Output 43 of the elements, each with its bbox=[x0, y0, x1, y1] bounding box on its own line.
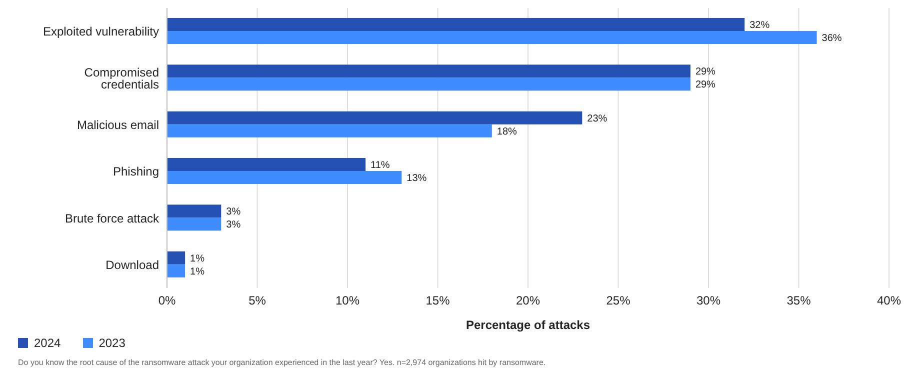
x-tick-label: 15% bbox=[426, 294, 450, 308]
x-tick-label: 0% bbox=[158, 294, 176, 308]
y-tick-label: Brute force attack bbox=[64, 211, 160, 226]
bar bbox=[167, 204, 222, 218]
bar bbox=[167, 78, 690, 91]
bar bbox=[167, 31, 817, 44]
bar bbox=[167, 111, 582, 124]
x-tick-label: 10% bbox=[335, 294, 360, 308]
y-tick-label: Phishing bbox=[112, 164, 159, 179]
bar bbox=[167, 64, 690, 78]
data-label: 11% bbox=[370, 160, 390, 172]
bar bbox=[167, 218, 222, 231]
data-label: 29% bbox=[695, 80, 716, 91]
y-tick-label: Malicious email bbox=[76, 118, 159, 132]
bar bbox=[167, 264, 186, 278]
data-label: 3% bbox=[226, 206, 241, 218]
x-tick-label: 20% bbox=[516, 294, 540, 308]
x-tick-label: 25% bbox=[606, 294, 631, 308]
data-label: 3% bbox=[226, 220, 241, 231]
x-axis-title: Percentage of attacks bbox=[464, 318, 592, 332]
x-tick-label: 40% bbox=[876, 294, 902, 308]
data-label: 13% bbox=[406, 173, 427, 184]
bar bbox=[167, 251, 186, 264]
data-label: 18% bbox=[496, 126, 518, 138]
y-tick-label: Compromised credentials bbox=[84, 65, 159, 92]
x-tick-label: 30% bbox=[696, 294, 721, 308]
text: Do you know the root cause of the ransomware attack your organization experienced in the last year? Yes. n=2,974 organizations hit by ransomware. bbox=[17, 358, 547, 367]
legend-label: 2024 bbox=[33, 336, 61, 350]
data-label: 29% bbox=[695, 66, 716, 78]
data-label: 1% bbox=[190, 253, 205, 264]
bar bbox=[167, 124, 492, 138]
legend-label: 2023 bbox=[98, 336, 126, 350]
x-tick-label: 5% bbox=[248, 294, 266, 308]
data-label: 32% bbox=[750, 20, 770, 32]
data-label: 1% bbox=[190, 266, 205, 278]
y-tick-label: Exploited vulnerability bbox=[42, 24, 159, 39]
bar bbox=[167, 18, 745, 31]
data-label: 23% bbox=[587, 113, 608, 124]
y-tick-label: Download bbox=[106, 258, 159, 272]
bar bbox=[167, 158, 366, 171]
x-tick-label: 35% bbox=[786, 294, 812, 308]
data-label: 36% bbox=[822, 33, 842, 44]
bar bbox=[167, 171, 402, 184]
